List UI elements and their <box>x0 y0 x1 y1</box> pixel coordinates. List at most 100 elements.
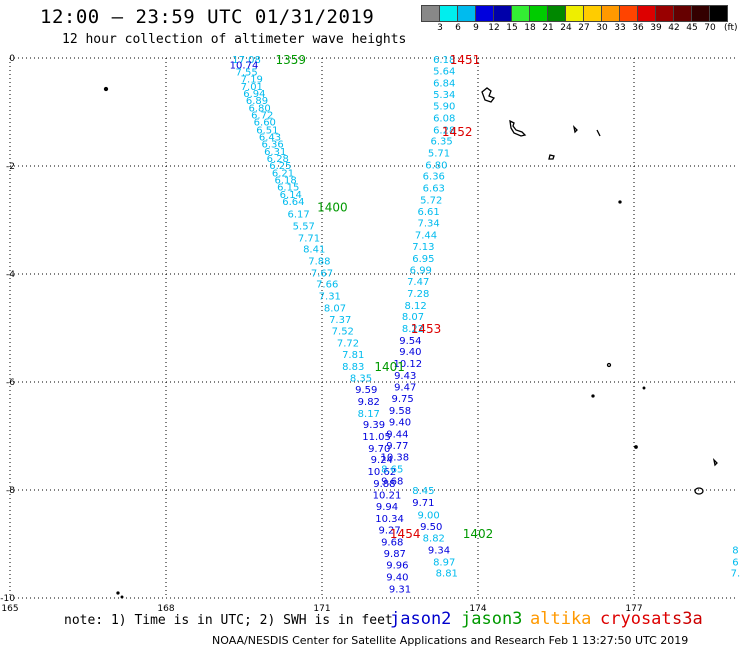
legend-cryosat: cryosat <box>600 609 672 629</box>
swh-data-label: 8.81 <box>436 569 458 580</box>
swh-data-label: 6.35 <box>430 137 452 148</box>
color-scale-label: 45 <box>686 23 698 33</box>
swh-data-label: 7.66 <box>316 280 338 291</box>
swh-data-label: 10.38 <box>380 453 409 464</box>
swh-data-label: 17.08 <box>232 55 261 66</box>
color-scale-label: 21 <box>542 23 554 33</box>
swh-data-label: 9.68 <box>381 476 403 487</box>
swh-data-label: 9.71 <box>412 498 434 509</box>
swh-data-label: 6.51 <box>256 125 278 136</box>
swh-data-label: 6.94 <box>243 89 265 100</box>
swh-data-label: 9.96 <box>386 561 408 572</box>
y-tick-label: -4 <box>6 270 15 280</box>
swh-data-label: 6.64 <box>282 197 304 208</box>
color-scale-label: 30 <box>596 23 608 33</box>
swh-data-label: 8.12 <box>404 301 426 312</box>
swh-data-label: 7.13 <box>412 242 434 253</box>
swh-data-label: 9.87 <box>384 549 406 560</box>
swh-data-label: 8.35 <box>350 374 372 385</box>
island-shape <box>120 595 124 599</box>
swh-data-label: 11.05 <box>362 432 391 443</box>
swh-data-label: 7. <box>731 569 740 580</box>
swh-data-label: 7.67 <box>311 268 333 279</box>
swh-data-label: 9.50 <box>420 522 442 533</box>
swh-data-label: 6.21 <box>272 168 294 179</box>
swh-data-label: 9.70 <box>368 444 390 455</box>
swh-data-label: 9.40 <box>386 572 408 583</box>
swh-data-label: 6.14 <box>280 190 302 201</box>
swh-data-label: 8.82 <box>423 534 445 545</box>
x-tick-label: 177 <box>625 604 642 614</box>
swh-data-label: 7.01 <box>241 82 263 93</box>
swh-data-label: 6.99 <box>410 266 432 277</box>
legend-jason2: jason2 <box>390 609 452 629</box>
swh-data-label: 9.31 <box>389 584 411 595</box>
swh-data-label: 6.18 <box>274 176 296 187</box>
swh-data-label: 5.72 <box>420 195 442 206</box>
color-scale-label: 36 <box>632 23 644 33</box>
swh-data-label: 9.39 <box>363 420 385 431</box>
swh-data-label: 8.83 <box>342 362 364 373</box>
swh-data-label: 9.00 <box>417 510 439 521</box>
swh-data-label: 6.72 <box>251 111 273 122</box>
y-tick-label: 0 <box>9 54 15 64</box>
swh-data-label: 8.41 <box>303 245 325 256</box>
island-shape <box>712 458 718 467</box>
island-shape <box>572 125 578 134</box>
swh-data-label: 9.54 <box>399 336 421 347</box>
swh-data-label: 7.81 <box>342 350 364 361</box>
swh-data-label: 5.57 <box>293 221 315 232</box>
swh-data-label: 9.40 <box>389 417 411 428</box>
swh-data-label: 8.07 <box>402 312 424 323</box>
swh-data-label: 6.28 <box>433 125 455 136</box>
legend-s3a: s3a <box>672 609 703 629</box>
color-scale-label: 9 <box>473 23 479 33</box>
island-shape <box>548 154 555 160</box>
chart-subtitle: 12 hour collection of altimeter wave hei… <box>62 32 407 47</box>
swh-data-label: 10.74 <box>230 60 259 71</box>
y-tick-label: -10 <box>0 594 15 604</box>
swh-data-label: 6.80 <box>248 104 270 115</box>
time-label: 1454 <box>390 527 421 541</box>
color-scale-label: 3 <box>437 23 443 33</box>
swh-data-label: 9.88 <box>373 479 395 490</box>
swh-data-label: 6.36 <box>261 139 283 150</box>
swh-data-label: 7.37 <box>329 315 351 326</box>
swh-data-label: 6.80 <box>425 160 447 171</box>
time-label: 1452 <box>442 125 473 139</box>
swh-data-label: 9.68 <box>381 537 403 548</box>
swh-data-label: 8.97 <box>433 557 455 568</box>
swh-data-label: 10.21 <box>373 490 402 501</box>
swh-data-label: 8.07 <box>324 303 346 314</box>
x-tick-label: 168 <box>157 604 174 614</box>
island-shape <box>618 200 622 204</box>
color-scale-label: 27 <box>578 23 590 33</box>
swh-data-label: 9.27 <box>378 525 400 536</box>
swh-data-label: 9.47 <box>394 382 416 393</box>
swh-data-label: 6.60 <box>254 118 276 129</box>
swh-data-label: 6 <box>732 557 738 568</box>
color-scale-unit: (ft) <box>724 23 738 33</box>
swh-data-label: 6.15 <box>277 183 299 194</box>
time-label: 1401 <box>374 360 405 374</box>
swh-data-label: 7.72 <box>337 339 359 350</box>
swh-data-label: 9.82 <box>358 397 380 408</box>
swh-data-label: 9.77 <box>386 441 408 452</box>
y-tick-label: -8 <box>6 486 15 496</box>
swh-data-label: 7.52 <box>332 327 354 338</box>
swh-data-label: 6.84 <box>433 78 455 89</box>
color-scale-label: 33 <box>614 23 626 33</box>
swh-data-label: 9.44 <box>386 429 408 440</box>
x-tick-label: 171 <box>313 604 330 614</box>
swh-data-label: 10.34 <box>375 514 404 525</box>
island-shape <box>509 119 527 137</box>
y-tick-label: -6 <box>6 378 15 388</box>
swh-data-label: 9.43 <box>394 371 416 382</box>
color-scale-label: 6 <box>455 23 461 33</box>
swh-data-label: 7.44 <box>415 231 437 242</box>
swh-data-label: 10.12 <box>393 359 422 370</box>
time-label: 1451 <box>450 53 481 67</box>
swh-data-label: 6.89 <box>246 96 268 107</box>
swh-data-label: 8.45 <box>412 486 434 497</box>
